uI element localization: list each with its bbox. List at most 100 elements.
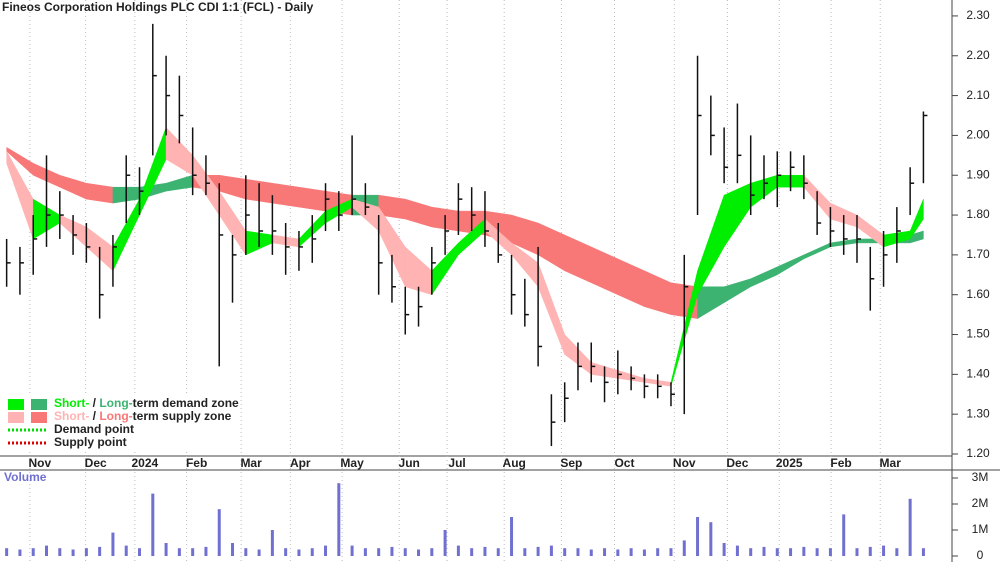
volume-bar	[204, 546, 208, 556]
volume-bar	[682, 540, 686, 556]
volume-bar	[802, 546, 806, 556]
volume-bar	[363, 548, 367, 556]
volume-bar	[18, 549, 22, 556]
y-tick-label: 1M	[972, 522, 989, 536]
volume-bar	[735, 545, 739, 556]
volume-bar	[191, 548, 195, 556]
volume-bar	[642, 549, 646, 556]
y-tick-label: 0	[977, 548, 984, 562]
volume-bar	[696, 517, 700, 556]
legend-label: Short- / Long-term demand zone	[54, 396, 239, 410]
chart-title: Fineos Corporation Holdings PLC CDI 1:1 …	[2, 0, 314, 14]
y-tick-label: 1.70	[966, 247, 990, 261]
volume-bar	[138, 548, 142, 556]
x-tick-label: Dec	[726, 456, 748, 470]
volume-bar	[549, 545, 553, 556]
volume-bar	[337, 483, 341, 556]
volume-bar	[284, 548, 288, 556]
volume-bar	[762, 546, 766, 556]
volume-bar	[496, 548, 500, 556]
legend-text: Short-	[54, 396, 89, 410]
volume-bar	[921, 548, 925, 556]
volume-bar	[45, 545, 49, 556]
y-tick-label: 1.30	[966, 406, 990, 420]
x-tick-label: Apr	[290, 456, 311, 470]
volume-bar	[629, 548, 633, 556]
volume-bar	[536, 546, 540, 556]
volume-bar	[390, 546, 394, 556]
zone-band	[909, 199, 924, 240]
volume-bar	[257, 549, 261, 556]
volume-bar	[164, 543, 168, 556]
volume-bar	[270, 530, 274, 556]
volume-bar	[124, 545, 128, 556]
volume-bar	[483, 546, 487, 556]
volume-bar	[456, 545, 460, 556]
volume-bar	[908, 498, 912, 556]
volume-bar	[470, 548, 474, 556]
volume-bar	[111, 532, 115, 556]
volume-bar	[217, 509, 221, 556]
legend-swatch	[31, 412, 47, 423]
volume-bar	[815, 548, 819, 556]
volume-bar	[589, 549, 593, 556]
volume-title: Volume	[4, 470, 47, 484]
y-tick-label: 2.30	[966, 8, 990, 22]
legend-swatch	[8, 412, 24, 423]
volume-bar	[177, 548, 181, 556]
volume-bar	[828, 548, 832, 556]
volume-bar	[775, 548, 779, 556]
y-tick-label: 3M	[972, 470, 989, 484]
volume-bar	[868, 546, 872, 556]
volume-bar	[58, 548, 62, 556]
y-tick-label: 2.00	[966, 128, 990, 142]
x-tick-label: Oct	[614, 456, 634, 470]
volume-bar	[324, 545, 328, 556]
volume-bar	[231, 543, 235, 556]
x-tick-label: 2024	[131, 456, 158, 470]
y-tick-label: 1.80	[966, 207, 990, 221]
legend-label: Short- / Long-term supply zone	[54, 409, 232, 423]
x-tick-label: Jun	[399, 456, 420, 470]
legend-label: Supply point	[54, 435, 127, 449]
x-tick-label: 2025	[776, 456, 803, 470]
volume-bar	[749, 548, 753, 556]
legend-text: Short-	[54, 409, 89, 423]
y-tick-label: 2.10	[966, 88, 990, 102]
y-tick-label: 1.40	[966, 367, 990, 381]
volume-bar	[656, 548, 660, 556]
x-tick-label: Nov	[29, 456, 52, 470]
y-tick-label: 1.50	[966, 327, 990, 341]
x-tick-label: Feb	[830, 456, 851, 470]
legend-text: /	[89, 409, 99, 423]
legend-text: Long-	[99, 396, 132, 410]
x-tick-label: Feb	[186, 456, 207, 470]
volume-bar	[98, 546, 102, 556]
x-tick-label: Nov	[673, 456, 696, 470]
y-tick-label: 2M	[972, 496, 989, 510]
volume-bar	[709, 522, 713, 556]
legend-text: Long-	[99, 409, 132, 423]
y-tick-label: 1.20	[966, 446, 990, 460]
legend-text: /	[89, 396, 99, 410]
volume-bar	[603, 548, 607, 556]
y-tick-label: 2.20	[966, 48, 990, 62]
volume-bar	[855, 548, 859, 556]
y-tick-label: 1.90	[966, 167, 990, 181]
volume-bar	[350, 545, 354, 556]
legend-label: Demand point	[54, 422, 134, 436]
zone-band	[909, 230, 924, 244]
volume-bar	[310, 548, 314, 556]
volume-bar	[669, 548, 673, 556]
volume-bar	[430, 548, 434, 556]
x-tick-label: May	[340, 456, 364, 470]
volume-bar	[895, 548, 899, 556]
volume-bar	[882, 545, 886, 556]
legend-text: term supply zone	[133, 409, 232, 423]
legend-swatch	[31, 399, 47, 410]
legend-swatch	[8, 399, 24, 410]
volume-bar	[576, 548, 580, 556]
legend-text: term demand zone	[133, 396, 239, 410]
